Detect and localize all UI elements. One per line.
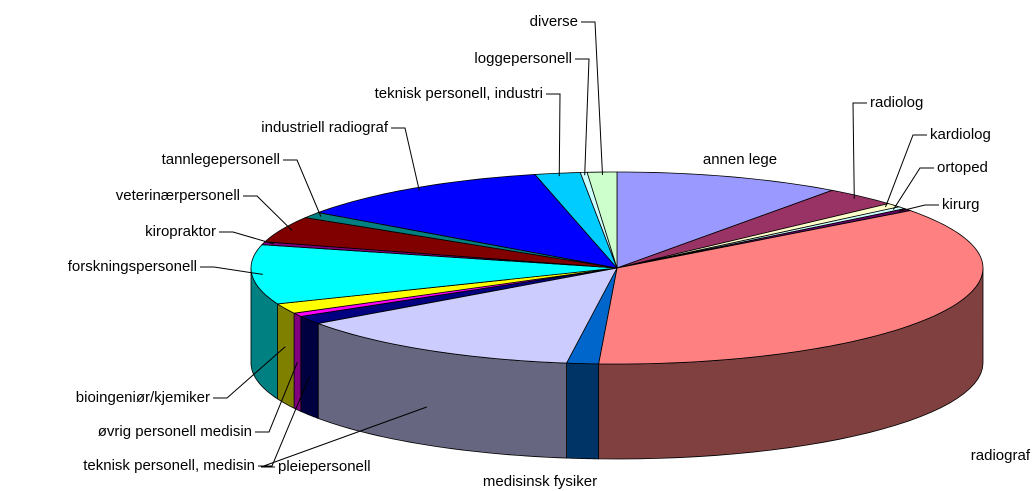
slice-label: teknisk personell, medisin [83,457,255,474]
slice-label: annen lege [703,151,777,168]
pie-slice [616,171,834,269]
pie-side [300,315,319,420]
pie-side [277,303,295,409]
leader-line [219,231,275,245]
slice-label: kardiolog [930,126,991,143]
slice-label: medisinsk fysiker [483,473,597,490]
slice-label: pleiepersonell [278,458,371,475]
pie-slice [534,172,618,269]
pie-side [566,362,600,460]
slice-label: forskningspersonell [68,258,197,275]
leader-line [546,93,561,177]
leader-line [391,127,420,191]
leader-line [575,58,590,176]
leader-line [260,406,427,468]
slice-label: bioingeniør/kjemiker [76,389,210,406]
pie-slice [263,217,618,269]
slice-label: kiropraktor [145,223,216,240]
pie-side [293,312,302,412]
leader-line [213,346,286,399]
slice-label: industriell radiograf [261,119,389,136]
pie-slice [316,267,618,364]
leader-line [892,167,934,210]
slice-label: veterinærpersonell [116,187,240,204]
slice-label: radiolog [870,94,923,111]
leader-line [255,362,298,433]
leader-line [258,376,310,467]
slice-label: øvrig personell medisin [98,423,252,440]
leader-line [581,21,604,175]
slice-label: tannlegepersonell [162,151,280,168]
slice-label: teknisk personell, industri [375,85,543,102]
slice-label: loggepersonell [474,50,572,67]
slice-label: ortoped [937,159,988,176]
leader-line [283,159,322,217]
slice-label: kirurg [942,196,980,213]
slice-label: diverse [530,13,578,30]
leader-line [885,134,927,208]
slice-label: radiograf [971,447,1031,464]
leader-line [200,266,263,275]
pie-slice [250,244,618,305]
pie-slice [598,210,984,365]
leader-line [898,204,939,212]
pie-slice [616,189,891,269]
leader-line [243,195,293,231]
leader-line [852,102,867,199]
pie-slice [316,174,619,269]
